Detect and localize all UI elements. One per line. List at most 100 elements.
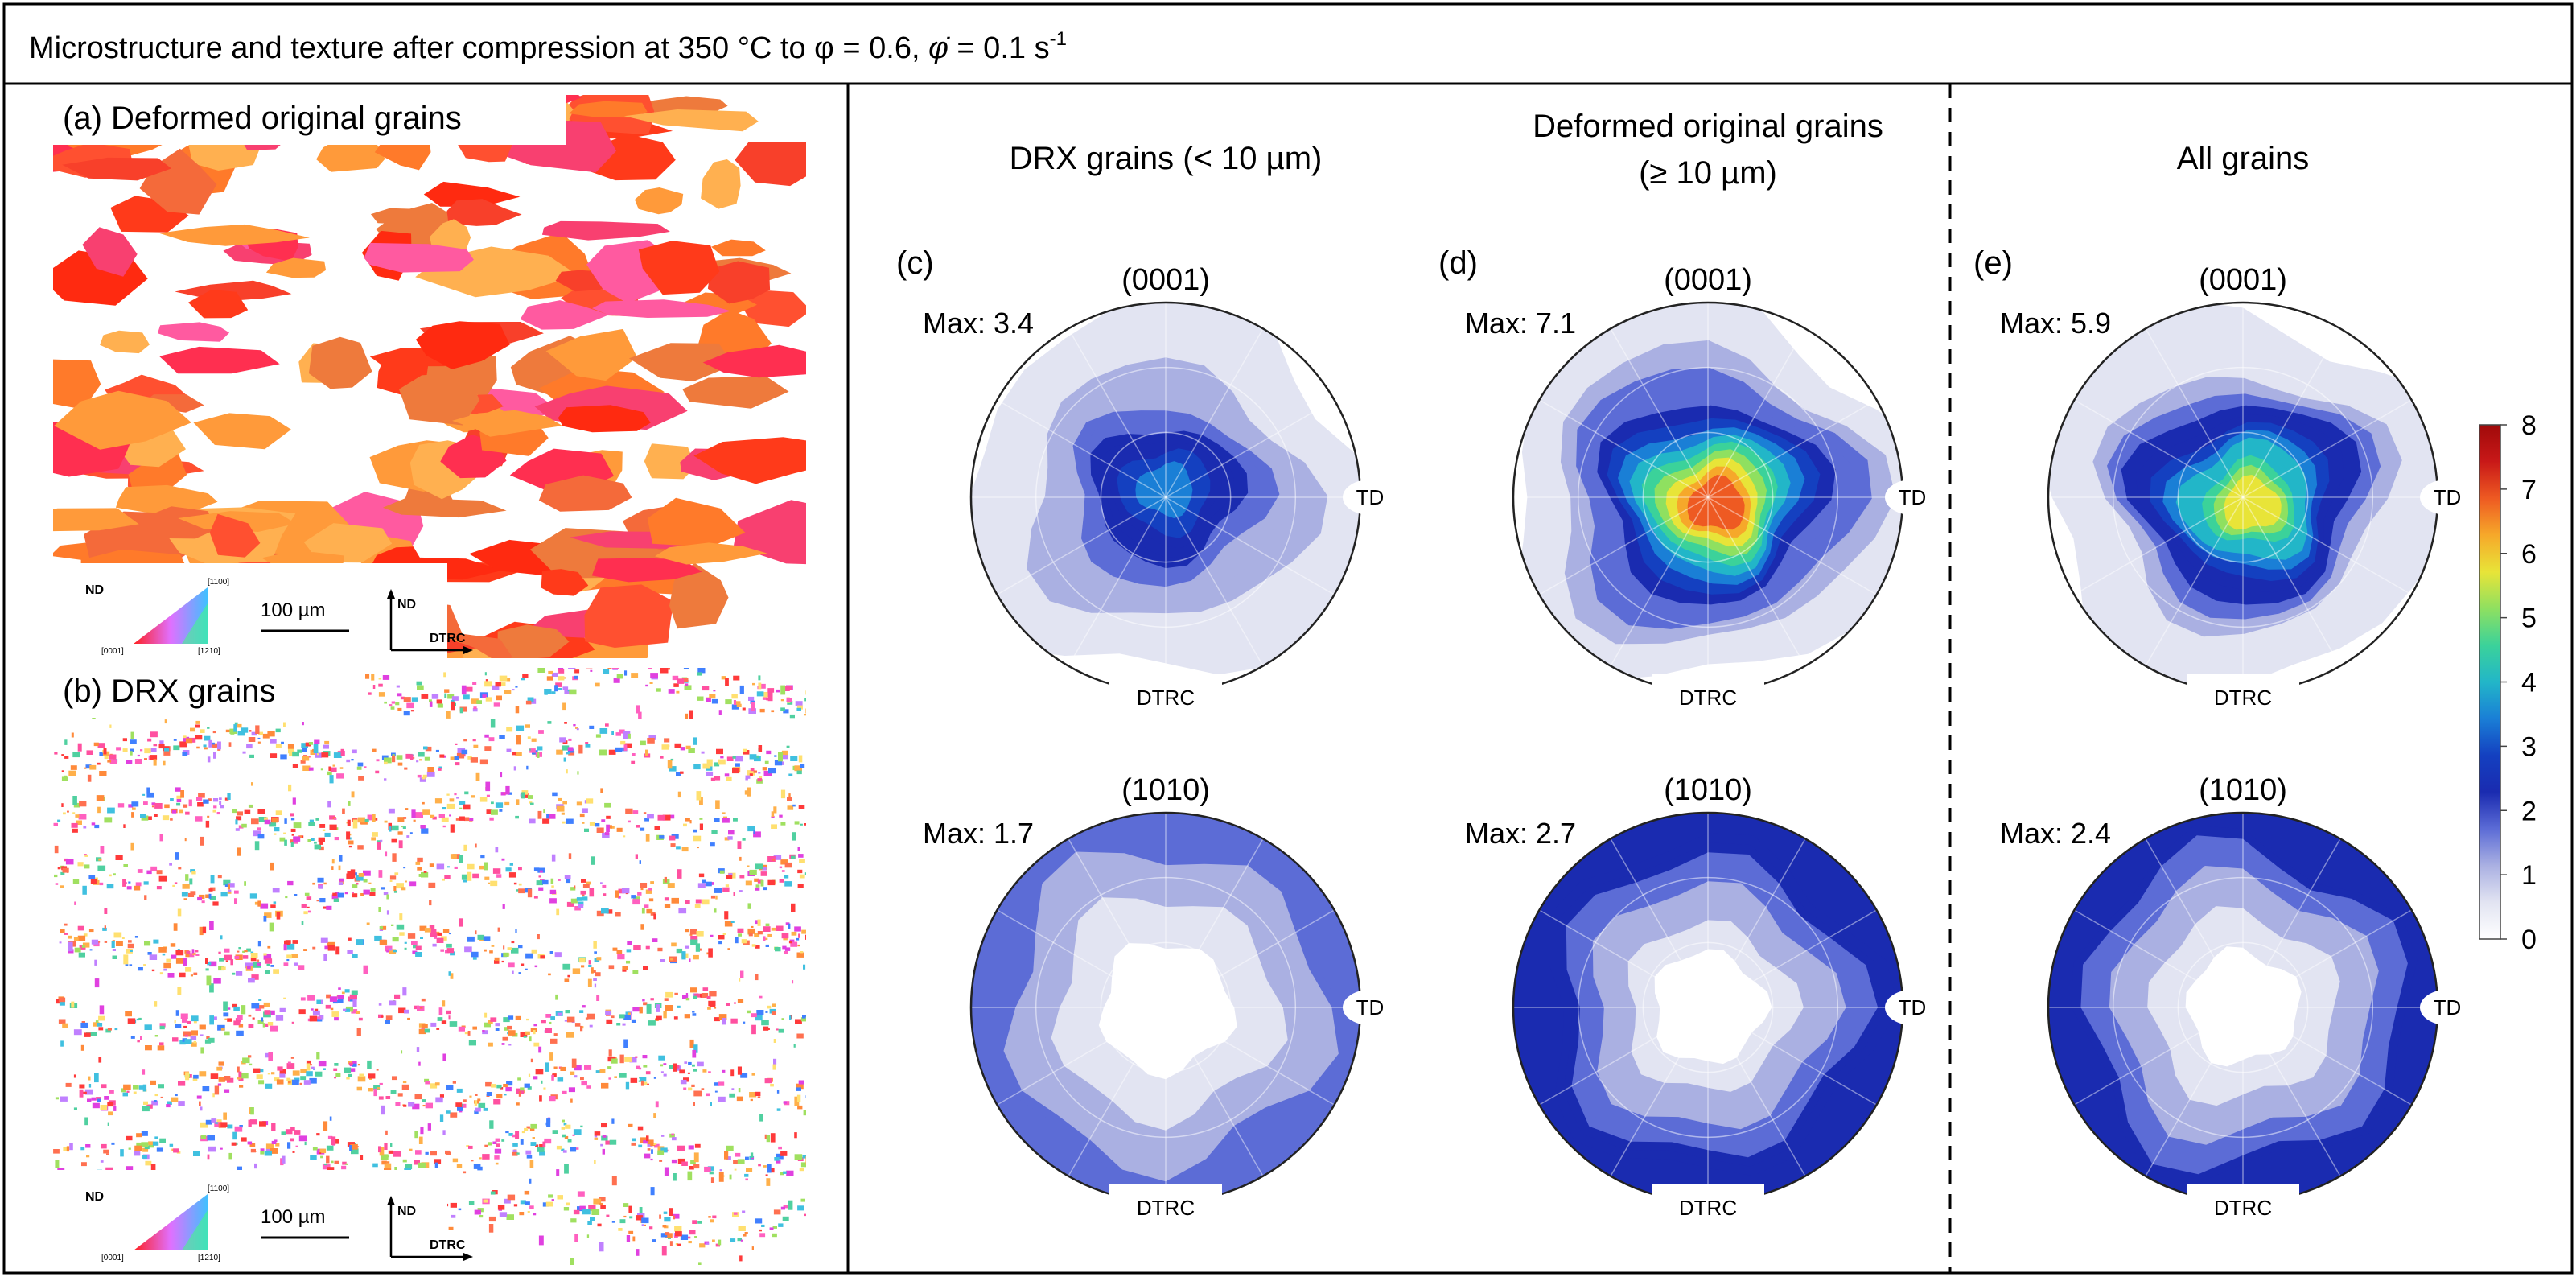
grain <box>164 719 167 724</box>
grain <box>175 1010 179 1016</box>
grain <box>128 881 131 884</box>
grain <box>467 1031 471 1036</box>
grain <box>608 749 616 755</box>
grain <box>712 1215 717 1219</box>
grain <box>633 945 641 950</box>
scalebar-label: 100 µm <box>261 599 326 621</box>
frame-nd-label: ND <box>397 598 416 612</box>
grain <box>213 752 216 759</box>
grain <box>528 795 533 799</box>
grain <box>345 1163 348 1165</box>
grain <box>508 1133 513 1136</box>
legend-corner: [1100] <box>208 578 229 587</box>
grain <box>104 908 108 914</box>
grain <box>216 1119 222 1123</box>
grain <box>740 970 744 978</box>
grain <box>511 941 515 944</box>
grain <box>252 1017 255 1020</box>
grain <box>359 1073 364 1077</box>
grain <box>747 903 751 909</box>
grain <box>757 919 761 926</box>
grain <box>665 1005 673 1011</box>
grain <box>800 1198 805 1202</box>
grain <box>674 743 682 748</box>
grain <box>710 895 716 899</box>
grain <box>390 1090 397 1094</box>
grid-spoke <box>2145 838 2244 1008</box>
grain <box>415 812 423 818</box>
grain <box>771 824 777 829</box>
grain <box>450 1112 458 1118</box>
grain <box>566 1032 574 1038</box>
pole-figure-column: Deformed original grains(≥ 10 µm)(d) (000… <box>1438 109 1940 1225</box>
grain <box>323 1163 327 1166</box>
grain <box>490 880 498 887</box>
grain <box>663 1211 668 1214</box>
grain <box>316 138 385 172</box>
grain <box>307 756 311 758</box>
grain <box>740 1073 748 1078</box>
grain <box>508 792 512 795</box>
grain <box>537 752 540 758</box>
grain <box>600 882 603 884</box>
grain <box>466 1145 470 1147</box>
grain <box>502 904 505 909</box>
grain <box>185 967 192 972</box>
grain <box>303 523 393 563</box>
grain <box>541 569 589 596</box>
grain <box>315 752 322 758</box>
grain <box>441 817 449 822</box>
grain <box>608 1077 611 1080</box>
grain <box>618 896 621 899</box>
grain <box>459 707 463 714</box>
grain <box>758 682 762 690</box>
grain <box>299 1082 302 1085</box>
grain <box>458 1026 465 1032</box>
grain <box>224 1089 230 1093</box>
grain <box>287 1079 295 1085</box>
grain <box>200 1034 204 1036</box>
grain <box>72 752 80 758</box>
grain <box>315 818 319 821</box>
grain <box>228 1152 232 1160</box>
grain <box>356 875 364 881</box>
grain <box>554 952 562 958</box>
grain <box>388 808 395 814</box>
grain <box>610 826 615 829</box>
grain <box>561 812 565 815</box>
grain <box>348 1062 353 1065</box>
grain <box>292 797 296 805</box>
grain <box>803 964 806 970</box>
grain <box>574 675 578 679</box>
grain <box>85 1144 91 1148</box>
grain <box>594 1160 596 1164</box>
grain <box>524 1083 530 1088</box>
grain <box>379 926 383 929</box>
grain <box>413 819 416 822</box>
grain <box>530 802 534 805</box>
grain <box>578 958 586 963</box>
grain <box>197 802 204 807</box>
grain <box>766 698 769 701</box>
legend-corner: [1210] <box>198 1254 220 1263</box>
grain <box>539 1144 544 1148</box>
grain <box>638 711 642 719</box>
grain <box>209 921 214 930</box>
grain <box>382 675 390 680</box>
grain <box>163 760 166 766</box>
grain <box>83 826 87 829</box>
grain <box>411 941 418 945</box>
grain <box>327 801 331 808</box>
grain <box>325 1004 331 1009</box>
grain <box>335 1073 341 1077</box>
grain <box>596 827 604 833</box>
grain <box>488 1216 496 1222</box>
grain <box>573 1129 582 1135</box>
grain <box>519 1212 525 1216</box>
grain <box>645 1071 651 1075</box>
grain <box>763 926 771 932</box>
grain <box>400 696 405 700</box>
grain <box>348 937 352 941</box>
